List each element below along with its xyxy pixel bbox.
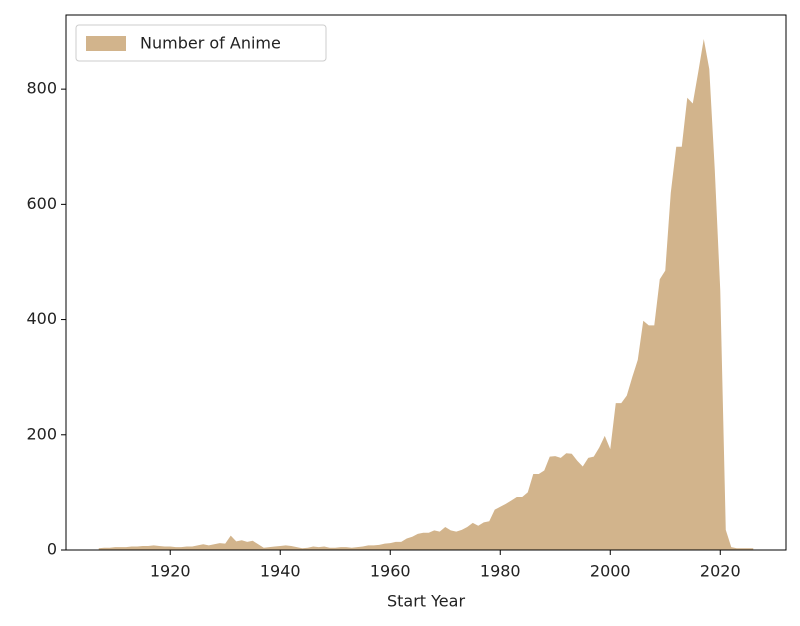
x-tick-label: 1940	[260, 562, 301, 581]
x-tick-label: 1960	[370, 562, 411, 581]
area	[98, 39, 754, 551]
x-tick-label: 2000	[590, 562, 631, 581]
y-tick-label: 200	[26, 424, 57, 443]
x-tick-label: 2020	[700, 562, 741, 581]
legend-box	[75, 24, 327, 62]
legend-swatch	[86, 36, 126, 51]
y-tick-label: 600	[26, 194, 57, 213]
x-tick-label: 1980	[480, 562, 521, 581]
legend-label: Number of Anime	[140, 34, 281, 53]
y-tick-label: 0	[47, 540, 57, 559]
plot-frame	[65, 14, 787, 551]
y-tick-label: 400	[26, 309, 57, 328]
x-tick-label: 1920	[150, 562, 191, 581]
y-tick-label: 800	[26, 79, 57, 98]
x-axis-label: Start Year	[387, 592, 465, 611]
